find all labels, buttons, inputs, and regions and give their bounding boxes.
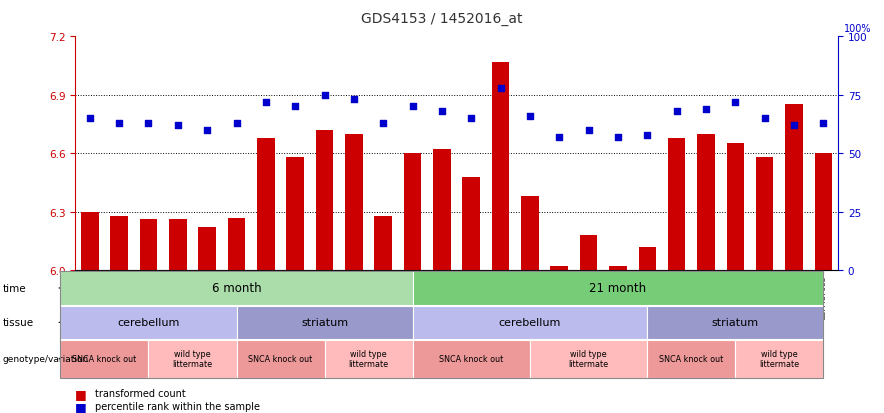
Text: wild type
littermate: wild type littermate <box>759 349 799 368</box>
Text: 6 month: 6 month <box>211 282 262 295</box>
Point <box>200 127 214 134</box>
Bar <box>522 197 538 271</box>
Point <box>493 85 507 92</box>
Bar <box>756 158 774 271</box>
Text: ■: ■ <box>75 400 87 413</box>
Point <box>377 120 391 127</box>
Text: transformed count: transformed count <box>95 388 186 398</box>
Point <box>728 99 743 106</box>
Point <box>259 99 273 106</box>
Bar <box>286 158 304 271</box>
Bar <box>228 218 246 271</box>
Point <box>699 106 713 113</box>
Bar <box>551 267 568 271</box>
Text: SNCA knock out: SNCA knock out <box>659 354 723 363</box>
Bar <box>638 247 656 271</box>
Point <box>406 104 420 111</box>
Bar <box>697 134 715 271</box>
Bar <box>257 138 275 271</box>
Text: ■: ■ <box>75 387 87 400</box>
Text: wild type
littermate: wild type littermate <box>568 349 609 368</box>
Point <box>464 116 478 122</box>
Text: SNCA knock out: SNCA knock out <box>439 354 503 363</box>
Point <box>171 123 185 129</box>
Text: SNCA knock out: SNCA knock out <box>248 354 313 363</box>
Text: time: time <box>3 283 27 293</box>
Bar <box>727 144 744 271</box>
Bar <box>433 150 451 271</box>
Point <box>112 120 126 127</box>
Point <box>611 134 625 141</box>
Text: striatum: striatum <box>301 318 348 328</box>
Bar <box>404 154 422 271</box>
Text: 21 month: 21 month <box>590 282 646 295</box>
Text: 100%: 100% <box>843 24 871 34</box>
Point <box>288 104 302 111</box>
Bar <box>814 154 832 271</box>
Text: wild type
littermate: wild type littermate <box>348 349 389 368</box>
Text: striatum: striatum <box>712 318 758 328</box>
Point <box>522 113 537 120</box>
Point <box>141 120 156 127</box>
Point <box>758 116 772 122</box>
Bar <box>375 216 392 271</box>
Bar <box>316 131 333 271</box>
Text: percentile rank within the sample: percentile rank within the sample <box>95 401 260 411</box>
Bar <box>667 138 685 271</box>
Point <box>816 120 830 127</box>
Point <box>582 127 596 134</box>
Text: tissue: tissue <box>3 318 34 328</box>
Bar <box>198 228 216 271</box>
Text: wild type
littermate: wild type littermate <box>172 349 212 368</box>
Bar <box>110 216 128 271</box>
Point <box>787 123 801 129</box>
Point <box>83 116 97 122</box>
Point <box>317 92 332 99</box>
Bar <box>345 134 362 271</box>
Text: cerebellum: cerebellum <box>499 318 561 328</box>
Point <box>669 109 683 115</box>
Bar <box>169 220 187 271</box>
Text: genotype/variation: genotype/variation <box>3 354 89 363</box>
Text: cerebellum: cerebellum <box>118 318 179 328</box>
Point <box>435 109 449 115</box>
Text: GDS4153 / 1452016_at: GDS4153 / 1452016_at <box>362 12 522 26</box>
Bar <box>492 62 509 271</box>
Point <box>347 97 361 104</box>
Point <box>552 134 567 141</box>
Bar <box>785 105 803 271</box>
Bar <box>81 212 99 271</box>
Bar <box>140 220 157 271</box>
Bar <box>462 177 480 271</box>
Point <box>230 120 244 127</box>
Text: SNCA knock out: SNCA knock out <box>72 354 137 363</box>
Bar <box>609 267 627 271</box>
Bar <box>580 235 598 271</box>
Point <box>640 132 654 138</box>
